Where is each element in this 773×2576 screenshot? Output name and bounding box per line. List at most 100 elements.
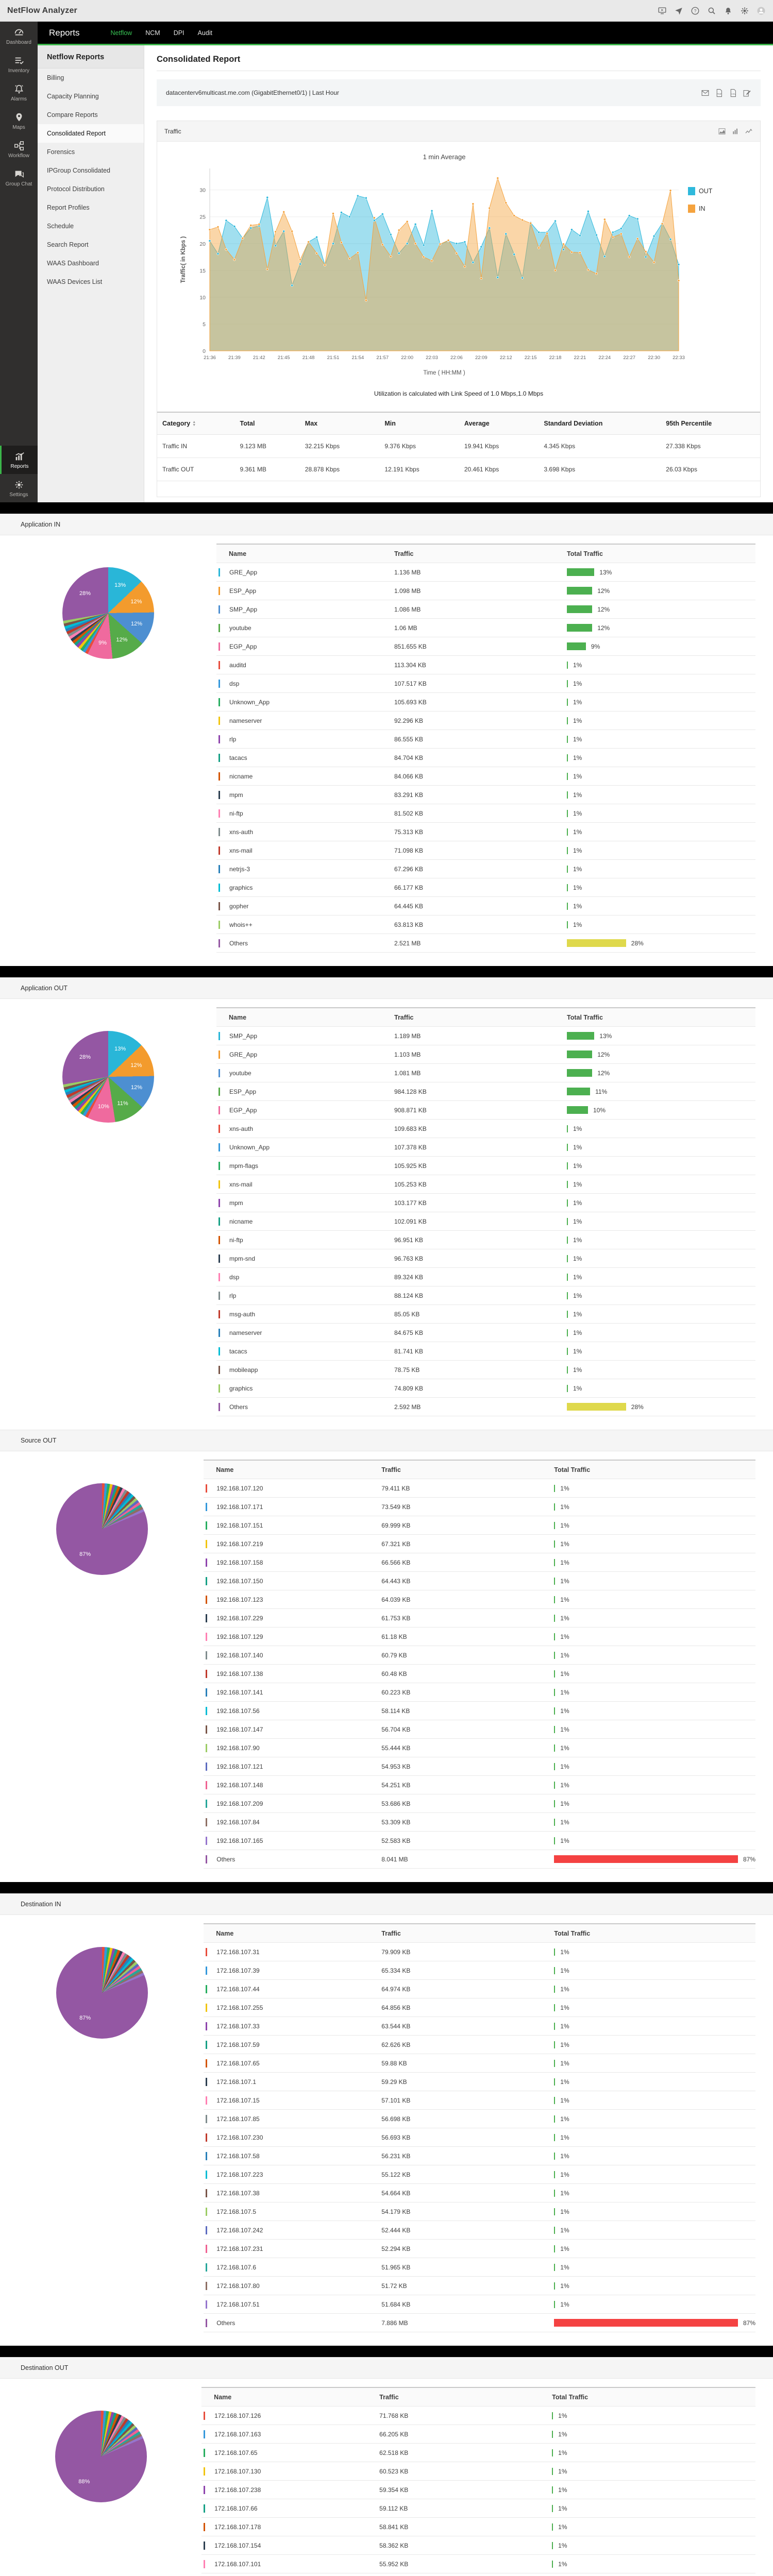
row-name[interactable]: nicname (229, 1217, 253, 1225)
row-name[interactable]: nameserver (229, 717, 262, 724)
line-chart-icon[interactable] (745, 127, 753, 135)
send-icon[interactable] (674, 6, 683, 15)
row-name[interactable]: tacacs (229, 1347, 247, 1355)
row-name[interactable]: gopher (229, 902, 249, 910)
row-name[interactable]: EGP_App (229, 1106, 257, 1114)
row-name[interactable]: GRE_App (229, 1050, 258, 1058)
row-name[interactable]: 192.168.107.56 (216, 1707, 260, 1715)
row-name[interactable]: 172.168.107.80 (216, 2282, 260, 2290)
row-name[interactable]: 172.168.107.154 (214, 2541, 261, 2549)
row-name[interactable]: 172.168.107.238 (214, 2486, 261, 2494)
application-out-pie-chart[interactable]: 13% 12% 12% 11% 10% 28% (62, 1031, 154, 1123)
row-name[interactable]: 172.168.107.58 (216, 2152, 260, 2160)
row-name[interactable]: xns-mail (229, 1180, 253, 1188)
row-name[interactable]: SMP_App (229, 605, 258, 613)
row-name[interactable]: graphics (229, 1384, 253, 1392)
row-name[interactable]: dsp (229, 680, 240, 687)
row-name[interactable]: 172.168.107.163 (214, 2430, 261, 2438)
gear-icon[interactable] (740, 6, 749, 15)
col-header-name[interactable]: Name (229, 550, 247, 557)
row-name[interactable]: ESP_App (229, 1088, 257, 1095)
row-name[interactable]: 172.168.107.44 (216, 1985, 260, 1993)
source-out-pie-chart[interactable]: 87% (56, 1483, 148, 1575)
panel-item-consolidated-report[interactable]: Consolidated Report (38, 124, 144, 143)
destination-in-pie-chart[interactable]: 87% (56, 1947, 148, 2039)
pdf-icon[interactable]: PDF (715, 89, 724, 97)
row-name[interactable]: ni-ftp (229, 809, 243, 817)
row-name[interactable]: rlp (229, 1292, 237, 1299)
row-name[interactable]: graphics (229, 884, 253, 891)
tab-dpi[interactable]: DPI (173, 29, 184, 37)
rail-item-settings[interactable]: Settings (0, 474, 38, 502)
row-name[interactable]: 172.168.107.255 (216, 2004, 263, 2011)
row-name[interactable]: nameserver (229, 1329, 262, 1336)
row-name[interactable]: 192.168.107.229 (216, 1614, 263, 1622)
panel-item-search-report[interactable]: Search Report (47, 241, 89, 248)
row-name[interactable]: 192.168.107.121 (216, 1762, 263, 1770)
row-name[interactable]: 192.168.107.148 (216, 1781, 263, 1789)
summary-col-standard-deviation[interactable]: Standard Deviation (539, 412, 661, 435)
row-name[interactable]: xns-auth (229, 1125, 254, 1132)
row-name[interactable]: 172.168.107.230 (216, 2133, 263, 2141)
row-name[interactable]: Others (216, 1855, 236, 1863)
row-name[interactable]: 192.168.107.129 (216, 1633, 263, 1640)
row-name[interactable]: 192.168.107.147 (216, 1725, 263, 1733)
row-name[interactable]: Others (216, 2319, 236, 2327)
panel-item-compare-reports[interactable]: Compare Reports (47, 111, 98, 118)
row-name[interactable]: 192.168.107.150 (216, 1577, 263, 1585)
help-icon[interactable]: ? (691, 6, 700, 15)
row-name[interactable]: 192.168.107.171 (216, 1503, 263, 1511)
col-header-name[interactable]: Name (214, 2393, 232, 2401)
tab-ncm[interactable]: NCM (145, 29, 160, 37)
row-name[interactable]: 192.168.107.151 (216, 1521, 263, 1529)
screen-icon[interactable] (658, 6, 667, 15)
row-name[interactable]: msg-auth (229, 1310, 256, 1318)
row-name[interactable]: 172.168.107.38 (216, 2189, 260, 2197)
bar-chart-icon[interactable] (731, 127, 740, 135)
csv-icon[interactable]: CSV (729, 89, 737, 97)
row-name[interactable]: 172.168.107.178 (214, 2523, 261, 2531)
rail-item-group-chat[interactable]: Group Chat (0, 163, 38, 192)
mail-icon[interactable] (701, 89, 710, 97)
row-name[interactable]: 192.168.107.138 (216, 1670, 263, 1677)
bell-icon[interactable] (724, 6, 733, 15)
rail-item-inventory[interactable]: Inventory (0, 50, 38, 78)
row-name[interactable]: 172.168.107.33 (216, 2022, 260, 2030)
row-name[interactable]: netrjs-3 (229, 865, 250, 873)
col-header-total-traffic[interactable]: Total Traffic (567, 550, 603, 557)
row-name[interactable]: EGP_App (229, 642, 257, 650)
panel-item-waas-dashboard[interactable]: WAAS Dashboard (47, 260, 99, 267)
col-header-traffic[interactable]: Traffic (381, 1929, 401, 1937)
row-name[interactable]: mpm-snd (229, 1255, 256, 1262)
row-name[interactable]: 192.168.107.219 (216, 1540, 263, 1548)
row-name[interactable]: ESP_App (229, 587, 257, 595)
summary-col-min[interactable]: Min (379, 412, 459, 435)
tab-netflow[interactable]: Netflow (110, 29, 132, 37)
row-name[interactable]: SMP_App (229, 1032, 258, 1040)
col-header-name[interactable]: Name (216, 1466, 234, 1473)
row-name[interactable]: mpm (229, 1199, 243, 1207)
row-name[interactable]: 192.168.107.123 (216, 1596, 263, 1603)
panel-item-waas-devices-list[interactable]: WAAS Devices List (47, 278, 103, 285)
row-name[interactable]: 172.168.107.126 (214, 2412, 261, 2419)
avatar-icon[interactable] (757, 6, 766, 15)
legend-in[interactable]: IN (688, 205, 745, 213)
row-name[interactable]: 192.168.107.158 (216, 1558, 263, 1566)
row-name[interactable]: 172.168.107.223 (216, 2171, 263, 2178)
panel-item-capacity-planning[interactable]: Capacity Planning (47, 93, 99, 100)
row-name[interactable]: mpm-flags (229, 1162, 259, 1170)
row-name[interactable]: youtube (229, 1069, 251, 1077)
panel-item-billing[interactable]: Billing (47, 74, 64, 81)
rail-item-alarms[interactable]: Alarms (0, 78, 38, 107)
panel-item-protocol-distribution[interactable]: Protocol Distribution (47, 185, 105, 193)
row-name[interactable]: mpm (229, 791, 243, 799)
col-header-name[interactable]: Name (229, 1013, 247, 1021)
destination-out-pie-chart[interactable]: 88% (55, 2411, 147, 2502)
row-name[interactable]: 172.168.107.66 (214, 2504, 258, 2512)
row-name[interactable]: 172.168.107.39 (216, 1967, 260, 1974)
rail-item-reports[interactable]: Reports (0, 446, 38, 474)
rail-item-dashboard[interactable]: Dashboard (0, 22, 38, 50)
row-name[interactable]: youtube (229, 624, 251, 632)
device-selector-label[interactable]: datacenterv6multicast.me.com (GigabitEth… (166, 89, 339, 96)
row-name[interactable]: 172.168.107.101 (214, 2560, 261, 2568)
